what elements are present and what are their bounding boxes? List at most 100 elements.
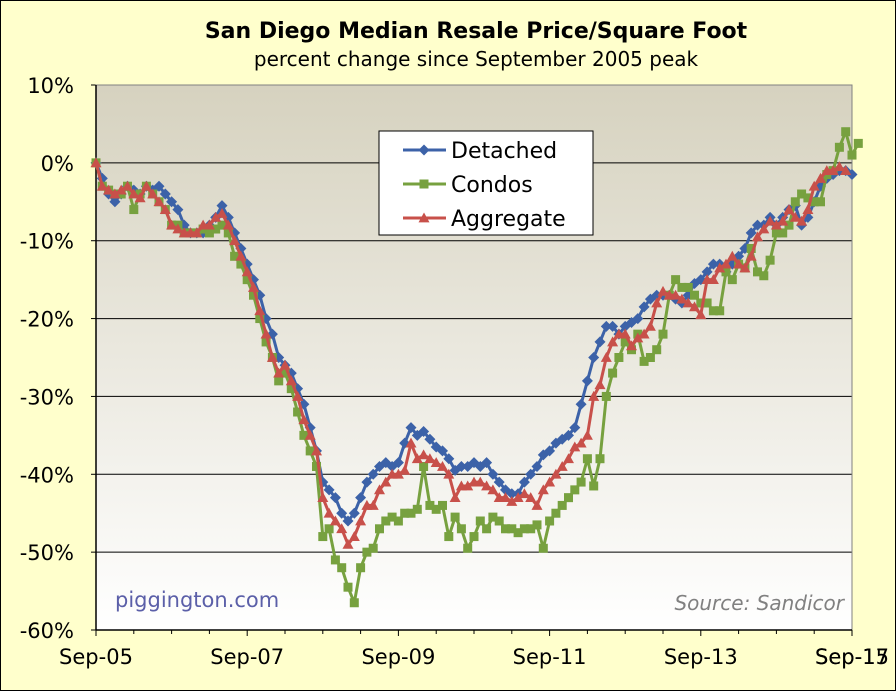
data-point-condos — [538, 543, 548, 553]
data-point-aggregate — [796, 215, 808, 226]
data-point-detached — [531, 461, 543, 472]
data-point-condos — [375, 524, 384, 534]
legend-label: Condos — [451, 173, 533, 198]
data-point-aggregate — [203, 219, 215, 230]
data-point-condos — [381, 516, 391, 526]
data-point-condos — [456, 524, 466, 534]
data-point-condos — [526, 524, 536, 534]
data-point-detached — [563, 429, 574, 441]
data-point-condos — [501, 524, 510, 534]
data-point-detached — [581, 375, 593, 387]
data-point-detached — [216, 200, 228, 212]
y-tick-label: -30% — [20, 385, 74, 409]
data-point-condos — [362, 547, 372, 557]
x-tick-label: Sep-07 — [210, 645, 284, 669]
y-tick-label: -20% — [20, 308, 74, 332]
data-point-aggregate — [833, 161, 845, 172]
data-point-detached — [506, 488, 518, 500]
data-point-condos — [438, 500, 447, 510]
y-tick-label: -60% — [20, 619, 74, 643]
data-point-condos — [318, 532, 328, 542]
data-point-condos — [513, 528, 523, 538]
data-point-aggregate — [512, 492, 524, 503]
data-point-aggregate — [840, 165, 852, 176]
data-point-condos — [841, 127, 851, 137]
data-point-aggregate — [254, 305, 266, 316]
data-point-aggregate — [550, 468, 562, 479]
data-point-detached — [752, 219, 763, 231]
data-point-aggregate — [323, 507, 335, 518]
legend-marker — [418, 212, 430, 223]
data-point-aggregate — [537, 484, 549, 495]
data-point-condos — [771, 228, 781, 238]
data-point-condos — [784, 220, 794, 230]
source-text: Source: Sandicor — [674, 591, 845, 615]
data-point-aggregate — [783, 204, 795, 214]
data-point-aggregate — [399, 464, 411, 475]
data-point-aggregate — [556, 461, 568, 471]
data-point-aggregate — [657, 285, 669, 296]
data-point-detached — [745, 227, 757, 239]
data-point-aggregate — [159, 204, 171, 214]
data-point-detached — [361, 476, 373, 488]
axes: 10% 0% -10% -20% -30% -40% -50% -60%Sep-05 Sep-0… — [20, 74, 889, 669]
data-point-condos — [349, 598, 359, 608]
data-point-condos — [595, 454, 605, 464]
data-point-aggregate — [210, 211, 222, 222]
data-point-condos — [280, 368, 290, 378]
data-point-aggregate — [714, 262, 726, 273]
data-point-detached — [600, 320, 612, 332]
data-point-detached — [437, 445, 448, 457]
data-point-aggregate — [329, 515, 341, 526]
data-point-condos — [608, 368, 618, 378]
data-point-condos — [482, 524, 492, 534]
data-point-aggregate — [317, 492, 329, 503]
data-point-condos — [469, 532, 479, 542]
data-point-aggregate — [109, 188, 121, 199]
data-point-aggregate — [808, 180, 820, 191]
data-point-condos — [431, 504, 441, 514]
gridlines — [96, 162, 852, 553]
data-point-aggregate — [355, 515, 367, 526]
data-point-aggregate — [122, 180, 133, 191]
data-point-detached — [405, 422, 417, 434]
data-point-condos — [204, 228, 214, 238]
data-point-condos — [450, 512, 460, 522]
data-point-aggregate — [443, 468, 455, 479]
data-point-aggregate — [500, 492, 511, 503]
data-point-condos — [274, 376, 284, 386]
data-point-aggregate — [745, 250, 757, 261]
data-point-condos — [683, 282, 693, 292]
data-point-aggregate — [619, 328, 631, 339]
data-point-detached — [487, 468, 499, 480]
data-point-condos — [765, 255, 775, 265]
data-point-aggregate — [588, 390, 600, 401]
data-point-condos — [286, 384, 296, 394]
data-point-detached — [418, 425, 430, 437]
data-point-aggregate — [342, 538, 354, 549]
data-point-condos — [589, 481, 599, 491]
data-point-aggregate — [506, 496, 518, 506]
data-point-condos — [816, 197, 825, 207]
data-point-aggregate — [241, 266, 253, 277]
data-point-aggregate — [298, 414, 310, 425]
data-point-aggregate — [644, 320, 656, 331]
data-point-aggregate — [392, 468, 404, 479]
data-point-aggregate — [304, 429, 316, 440]
data-point-condos — [658, 329, 668, 339]
data-point-aggregate — [380, 476, 392, 487]
data-point-condos — [582, 454, 592, 464]
data-point-condos — [255, 314, 265, 324]
data-point-aggregate — [266, 352, 278, 362]
data-point-condos — [551, 508, 561, 518]
x-tick-label: Sep-05 — [59, 645, 133, 669]
data-point-condos — [312, 462, 321, 471]
data-point-condos — [759, 271, 769, 281]
y-tick-label: 0% — [41, 152, 74, 176]
data-point-aggregate — [531, 499, 543, 510]
data-point-aggregate — [726, 250, 738, 261]
data-point-aggregate — [739, 262, 751, 273]
data-point-detached — [707, 258, 719, 270]
data-point-aggregate — [279, 359, 291, 370]
data-point-aggregate — [292, 390, 304, 401]
